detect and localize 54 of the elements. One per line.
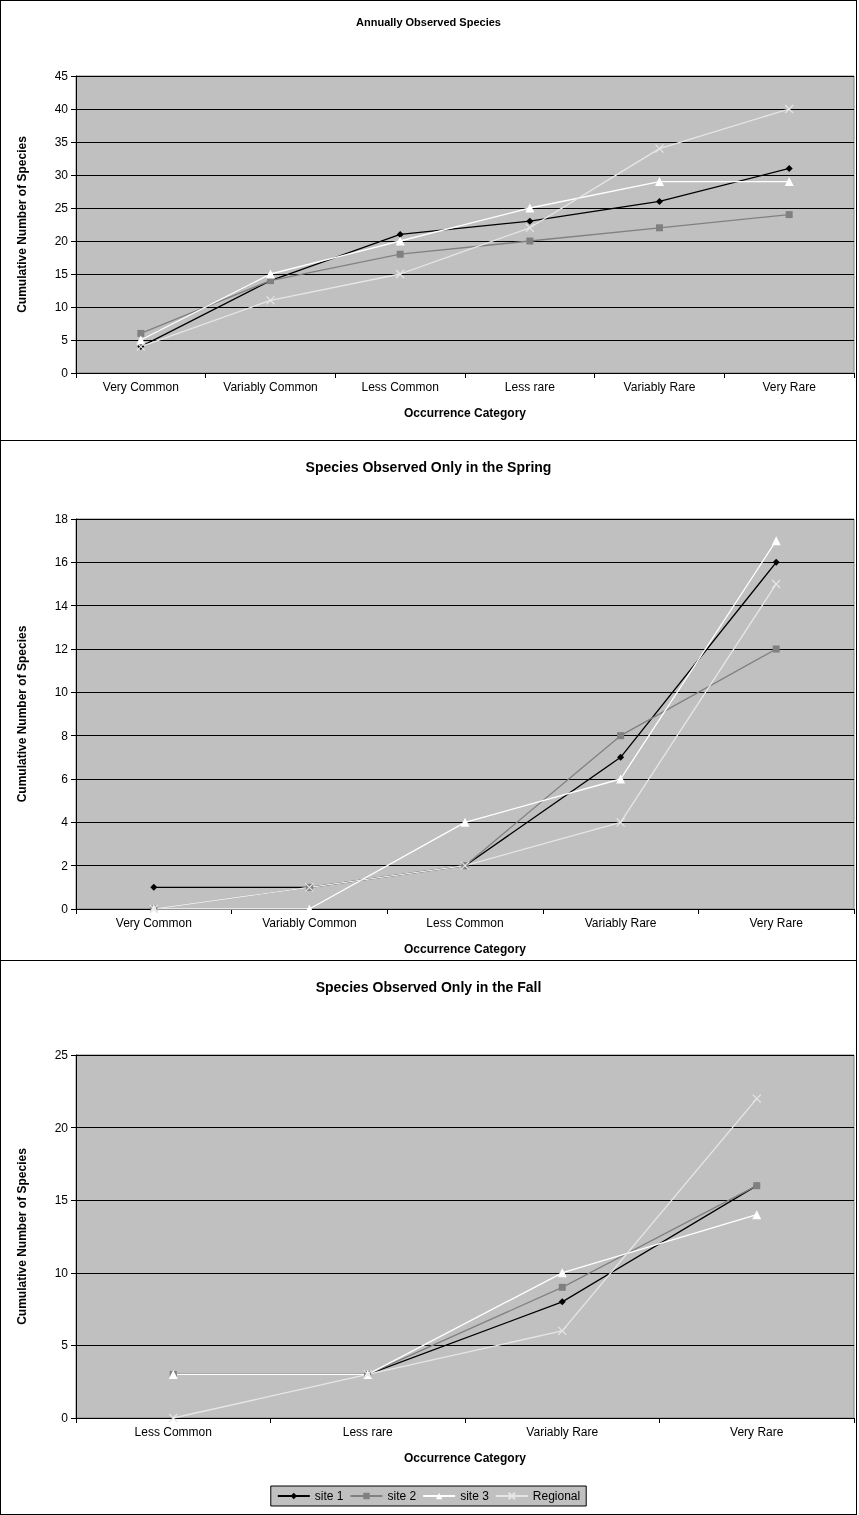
x-tick-label: Less Common [426,916,504,930]
x-tick-label: Very Rare [730,1425,784,1439]
y-tick-label: 2 [61,858,69,873]
chart-title: Annually Observed Species [356,15,501,28]
y-axis-title: Cumulative Number of Species [15,625,29,803]
legend-label: site 1 [314,1489,344,1503]
y-tick-label: 5 [61,1338,69,1353]
x-axis-title: Occurrence Category [403,1451,527,1465]
y-tick-label: 20 [54,234,69,248]
y-tick-label: 5 [61,333,69,347]
x-tick-label: Variably Common [223,380,318,394]
y-tick-label: 0 [61,1411,69,1425]
chart-title: Species Observed Only in the Spring [305,459,552,475]
x-tick-label: Very Rare [762,380,817,394]
y-tick-label: 10 [54,1265,69,1280]
x-tick-label: Variably Rare [526,1425,599,1439]
x-axis-title: Occurrence Category [403,406,527,420]
y-tick-label: 15 [54,267,69,281]
legend-label: site 3 [460,1489,490,1503]
x-tick-label: Variably Common [262,916,357,930]
x-tick-label: Less rare [342,1425,394,1439]
y-axis-title: Cumulative Number of Species [15,1147,29,1325]
x-tick-label: Less Common [361,380,439,394]
y-tick-label: 0 [61,902,69,916]
y-tick-label: 4 [61,815,69,830]
y-tick-label: 35 [54,135,69,149]
x-tick-label: Less Common [134,1425,212,1439]
y-tick-label: 8 [61,728,69,743]
y-tick-label: 12 [54,642,69,656]
x-tick-label: Variably Rare [584,916,657,930]
x-tick-label: Variably Rare [623,380,696,394]
y-tick-label: 10 [54,685,69,700]
x-tick-label: Less rare [504,380,556,394]
y-tick-label: 30 [54,168,69,182]
y-tick-label: 16 [54,555,69,570]
y-tick-label: 15 [54,1193,69,1208]
x-axis-title: Occurrence Category [403,942,527,956]
y-tick-label: 20 [54,1120,69,1135]
y-tick-label: 18 [54,512,69,526]
y-tick-label: 45 [54,69,69,83]
y-tick-label: 25 [54,1048,69,1062]
y-tick-label: 14 [54,598,69,613]
y-tick-label: 40 [54,102,69,116]
x-tick-label: Very Rare [749,916,804,930]
legend-label: Regional [532,1489,581,1503]
y-tick-label: 0 [61,366,69,380]
y-axis-title: Cumulative Number of Species [15,135,29,313]
legend-label: site 2 [387,1489,417,1503]
y-tick-label: 25 [54,201,69,215]
x-tick-label: Very Common [102,380,179,394]
x-tick-label: Very Common [115,916,192,930]
chart-title: Species Observed Only in the Fall [315,979,542,995]
y-tick-label: 6 [61,772,69,786]
y-tick-label: 10 [54,300,69,314]
